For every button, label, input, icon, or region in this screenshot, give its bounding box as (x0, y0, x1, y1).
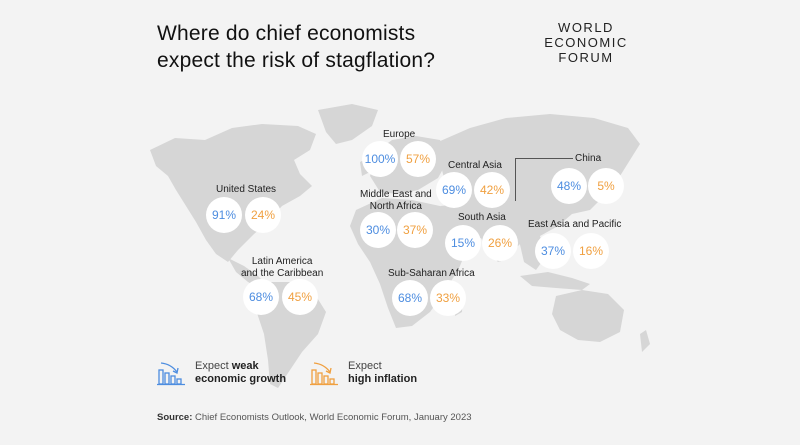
central-asia-weak-value: 69% (436, 172, 472, 208)
legend-inflation-text: Expect high inflation (348, 360, 417, 386)
china-weak-value: 48% (551, 168, 587, 204)
legend-weak-bold: weak (231, 360, 259, 372)
ssa-weak-value: 68% (392, 280, 428, 316)
latam-weak-value: 68% (243, 279, 279, 315)
mena-weak-value: 30% (360, 212, 396, 248)
mena-inflation-value: 37% (397, 212, 433, 248)
mena-label-line-1: Middle East and (360, 189, 432, 200)
title-line-1: Where do chief economists (157, 22, 416, 45)
china-connector-line (515, 158, 516, 201)
legend-weak-line-2: economic growth (195, 373, 287, 385)
region-label-ssa: Sub-Saharan Africa (388, 268, 475, 279)
europe-weak-value: 100% (362, 141, 398, 177)
legend-high-inflation: Expect high inflation (310, 360, 417, 386)
region-label-central-asia: Central Asia (448, 160, 502, 171)
high-inflation-icon (310, 362, 338, 386)
legend-weak-text: Expect weak economic growth (195, 360, 286, 386)
us-weak-value: 91% (206, 197, 242, 233)
logo-line-2: ECONOMIC (544, 35, 628, 50)
south-asia-weak-value: 15% (445, 225, 481, 261)
central-asia-inflation-value: 42% (474, 172, 510, 208)
eap-weak-value: 37% (535, 233, 571, 269)
china-connector-line-horizontal (515, 158, 573, 159)
ssa-inflation-value: 33% (430, 280, 466, 316)
legend-inflation-line-2: high inflation (348, 373, 418, 385)
region-label-united-states: United States (216, 184, 277, 195)
china-inflation-value: 5% (588, 168, 624, 204)
logo-line-3: FORUM (558, 50, 614, 65)
europe-inflation-value: 57% (400, 141, 436, 177)
latam-label-line-2: and the Caribbean (241, 268, 324, 279)
wef-logo: WORLD ECONOMIC FORUM (541, 20, 631, 65)
region-label-eap: East Asia and Pacific (528, 219, 622, 230)
us-inflation-value: 24% (245, 197, 281, 233)
latam-label-line-1: Latin America (251, 256, 313, 267)
region-label-south-asia: South Asia (458, 212, 506, 223)
south-asia-inflation-value: 26% (482, 225, 518, 261)
weak-growth-icon (157, 362, 185, 386)
region-label-europe: Europe (383, 129, 416, 140)
source-note: Source: Chief Economists Outlook, World … (157, 412, 472, 423)
page-title: Where do chief economists expect the ris… (157, 20, 435, 74)
title-line-2: expect the risk of stagflation? (157, 49, 436, 72)
eap-inflation-value: 16% (573, 233, 609, 269)
latam-inflation-value: 45% (282, 279, 318, 315)
logo-line-1: WORLD (558, 20, 614, 35)
source-bold: Source: (157, 412, 193, 423)
mena-label-line-2: North Africa (369, 201, 422, 212)
legend-weak-growth: Expect weak economic growth (157, 360, 286, 386)
legend-inflation-line-1: Expect (348, 360, 382, 372)
source-text: Chief Economists Outlook, World Economic… (192, 412, 472, 423)
region-label-mena: Middle East and North Africa (360, 189, 432, 213)
legend-weak-prefix: Expect (195, 360, 232, 372)
region-label-latam: Latin America and the Caribbean (241, 256, 323, 280)
region-label-china: China (575, 153, 602, 164)
